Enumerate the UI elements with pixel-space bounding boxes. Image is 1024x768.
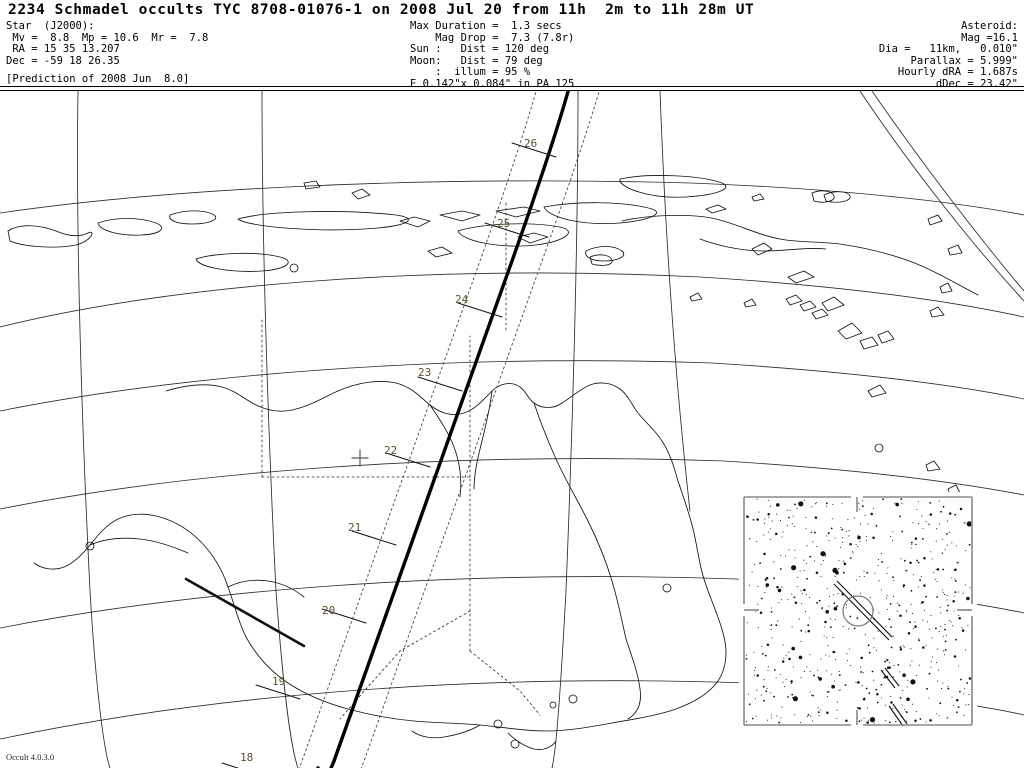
time-label-24: 24 [455,293,469,306]
star-info-block: Star (J2000): Mv = 8.8 Mp = 10.6 Mr = 7.… [6,20,209,67]
prediction-date: [Prediction of 2008 Jun 8.0] [6,73,190,85]
path-center-marker [351,449,369,467]
chart-border-ticks [744,497,972,725]
page-title: 2234 Schmadel occults TYC 8708-01076-1 o… [8,2,755,18]
asteroid-path-line [833,580,908,727]
occultation-path: 26 25 24 23 22 21 20 19 18 [184,91,600,768]
path-time-labels: 26 25 24 23 22 21 20 19 18 [240,137,537,764]
occultation-map[interactable]: 26 25 24 23 22 21 20 19 18 [0,91,1024,768]
path-time-ticks [184,142,557,768]
star-chart-inset[interactable] [739,492,977,730]
header-divider-thick [0,86,1024,87]
circumstances-block: Max Duration = 1.3 secs Mag Drop = 7.3 (… [410,20,575,90]
path-south-limit [289,91,537,768]
time-label-18: 18 [240,751,253,764]
time-label-26: 26 [524,137,537,150]
header-divider-thin [0,90,1024,91]
time-label-25: 25 [497,217,510,230]
target-star-circle [842,595,874,627]
time-label-23: 23 [418,366,431,379]
chart-border [743,496,973,726]
state-borders [261,202,541,720]
path-center-line [316,91,570,768]
graticule [0,91,1024,768]
asteroid-info-block: Asteroid: Mag =16.1 Dia = 11km, 0.010" P… [878,20,1018,90]
app-version-label: Occult 4.0.3.0 [6,752,55,762]
header-panel: 2234 Schmadel occults TYC 8708-01076-1 o… [0,0,1024,91]
time-label-21: 21 [348,521,361,534]
time-label-19: 19 [272,675,285,688]
time-label-20: 20 [322,604,335,617]
city-markers [85,263,884,749]
star-field [745,498,972,724]
time-label-22: 22 [384,444,397,457]
